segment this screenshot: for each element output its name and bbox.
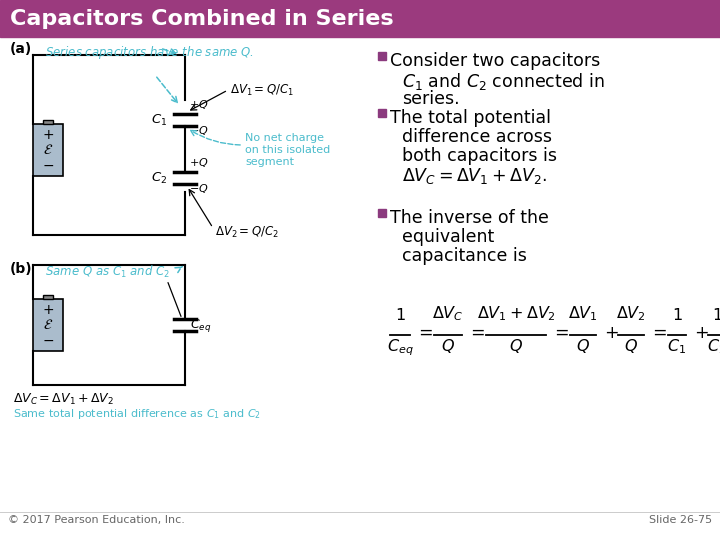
Text: Same $Q$ as $C_1$ and $C_2$: Same $Q$ as $C_1$ and $C_2$ (45, 264, 170, 280)
Text: =: = (470, 324, 485, 342)
Text: $-$: $-$ (42, 158, 54, 172)
Text: series.: series. (402, 90, 459, 108)
Text: $+Q$: $+Q$ (189, 98, 209, 111)
Text: $Q$: $Q$ (509, 337, 523, 355)
Bar (378, 109, 386, 117)
Text: Capacitors Combined in Series: Capacitors Combined in Series (10, 9, 394, 29)
Text: $C_2$: $C_2$ (151, 171, 167, 186)
Text: $-Q$: $-Q$ (189, 124, 209, 137)
Text: $\mathcal{E}$: $\mathcal{E}$ (43, 143, 53, 157)
Text: $-$: $-$ (42, 333, 54, 347)
Text: +: + (604, 324, 618, 342)
Text: $C_2$: $C_2$ (708, 337, 720, 356)
Bar (43, 120, 53, 124)
Text: $Q$: $Q$ (441, 337, 455, 355)
Text: 1: 1 (712, 308, 720, 323)
Bar (378, 52, 386, 60)
Text: +: + (42, 128, 54, 142)
Bar (0, 0, 720, 37)
Bar (33, 299, 63, 351)
Text: Consider two capacitors: Consider two capacitors (390, 52, 600, 70)
Text: +: + (694, 324, 708, 342)
Text: $\Delta V_2 = Q/C_2$: $\Delta V_2 = Q/C_2$ (215, 225, 279, 240)
Text: (b): (b) (10, 262, 32, 276)
Text: $C_1$ and $C_2$ connected in: $C_1$ and $C_2$ connected in (402, 71, 605, 92)
Text: =: = (554, 324, 569, 342)
Text: $C_{eq}$: $C_{eq}$ (190, 316, 212, 334)
Text: capacitance is: capacitance is (402, 247, 527, 265)
Text: The inverse of the: The inverse of the (390, 209, 549, 227)
Text: $Q$: $Q$ (624, 337, 638, 355)
Text: $\Delta V_1$: $\Delta V_1$ (568, 305, 598, 323)
Text: equivalent: equivalent (402, 228, 494, 246)
Text: $\Delta V_C = \Delta V_1 + \Delta V_2$: $\Delta V_C = \Delta V_1 + \Delta V_2$ (13, 392, 114, 407)
Text: $\Delta V_1 = Q/C_1$: $\Delta V_1 = Q/C_1$ (230, 83, 294, 98)
Text: $+Q$: $+Q$ (189, 156, 209, 169)
Text: difference across: difference across (402, 128, 552, 146)
Text: 1: 1 (395, 308, 405, 323)
Bar (378, 209, 386, 217)
Text: $\Delta V_2$: $\Delta V_2$ (616, 305, 646, 323)
Text: (a): (a) (10, 42, 32, 56)
Text: both capacitors is: both capacitors is (402, 147, 557, 165)
Text: =: = (418, 324, 433, 342)
Bar (43, 295, 53, 299)
Text: Slide 26-75: Slide 26-75 (649, 515, 712, 525)
Text: Same total potential difference as $C_1$ and $C_2$: Same total potential difference as $C_1$… (13, 407, 261, 421)
Text: $C_{eq}$: $C_{eq}$ (387, 337, 413, 357)
Text: $\Delta V_C = \Delta V_1 + \Delta V_2.$: $\Delta V_C = \Delta V_1 + \Delta V_2.$ (402, 166, 547, 186)
Text: © 2017 Pearson Education, Inc.: © 2017 Pearson Education, Inc. (8, 515, 185, 525)
Text: Series capacitors have the same $Q$.: Series capacitors have the same $Q$. (45, 44, 254, 61)
Text: No net charge
on this isolated
segment: No net charge on this isolated segment (245, 133, 330, 167)
Text: $C_1$: $C_1$ (667, 337, 687, 356)
Text: +: + (42, 303, 54, 317)
Text: $\Delta V_C$: $\Delta V_C$ (432, 305, 464, 323)
Bar (33, 124, 63, 176)
Text: $\mathcal{E}$: $\mathcal{E}$ (43, 318, 53, 332)
Text: =: = (652, 324, 667, 342)
Text: $\Delta V_1 + \Delta V_2$: $\Delta V_1 + \Delta V_2$ (477, 305, 556, 323)
Text: 1: 1 (672, 308, 682, 323)
Text: $Q$: $Q$ (576, 337, 590, 355)
Text: $C_1$: $C_1$ (150, 112, 167, 127)
Text: $-Q$: $-Q$ (189, 182, 209, 195)
Text: The total potential: The total potential (390, 109, 551, 127)
